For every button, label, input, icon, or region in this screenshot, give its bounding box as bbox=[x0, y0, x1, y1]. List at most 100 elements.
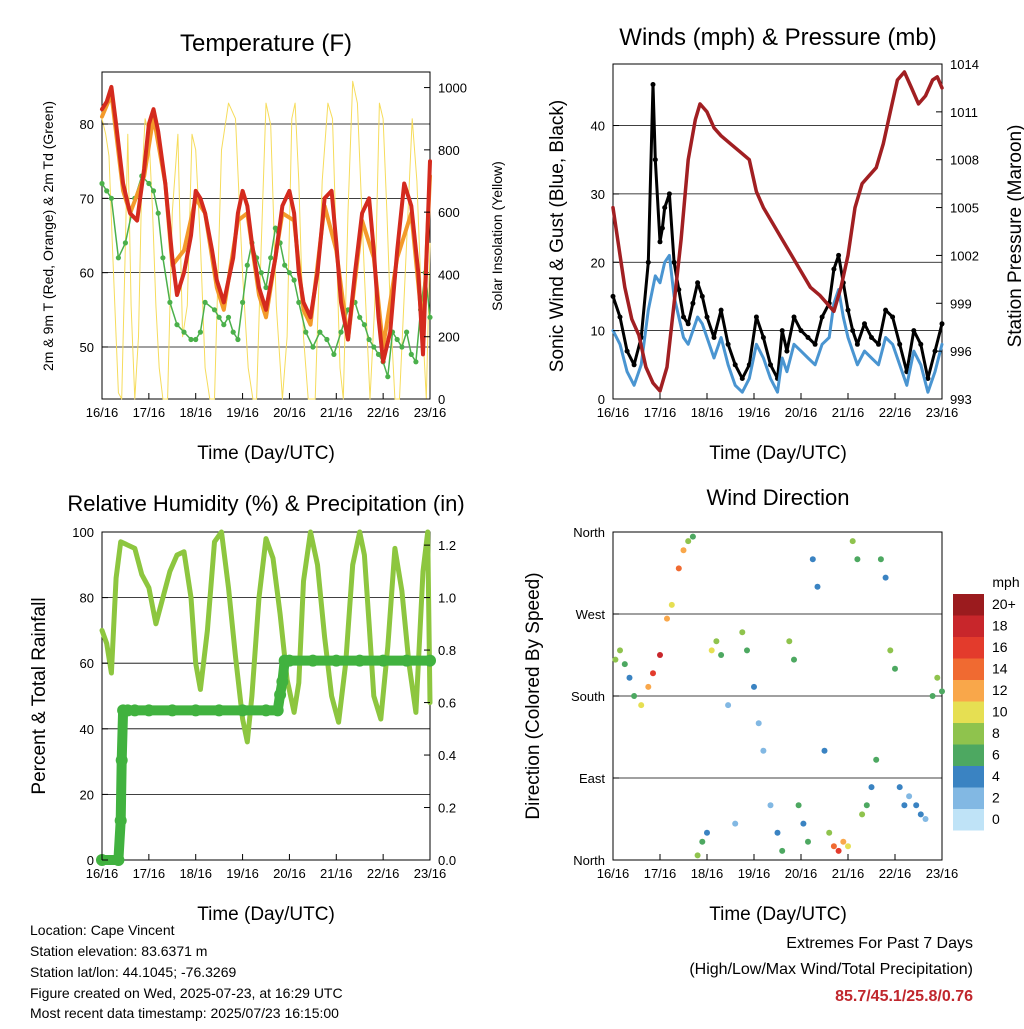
temperature-title: Temperature (F) bbox=[180, 30, 352, 57]
precip-point bbox=[236, 704, 249, 717]
colorbar-swatch bbox=[953, 723, 984, 745]
precip-point bbox=[276, 675, 289, 688]
x-tick-label: 23/16 bbox=[414, 866, 447, 881]
x-tick-label: 21/16 bbox=[320, 405, 353, 420]
wdir-point bbox=[699, 838, 706, 845]
y-tick-label: 60 bbox=[80, 656, 94, 671]
x-tick-label: 23/16 bbox=[926, 866, 959, 881]
wdir-point bbox=[612, 656, 619, 663]
x-tick-label: 18/16 bbox=[179, 866, 212, 881]
rh-axes: 0 20 40 60 80 100 0.0 0.2 0.4 0.6 0.8 1.0 1.2 16/16 17… bbox=[72, 525, 456, 881]
temperature-2m-series bbox=[100, 84, 432, 364]
wdir-point bbox=[882, 574, 889, 581]
x-tick-label: 22/16 bbox=[879, 866, 912, 881]
temperature-plot-frame bbox=[101, 71, 431, 400]
x-tick-label: 16/16 bbox=[86, 405, 119, 420]
y-tick-label: 40 bbox=[591, 119, 605, 134]
precip-line bbox=[97, 655, 435, 865]
wdir-grid bbox=[613, 531, 942, 779]
x-tick-label: 23/16 bbox=[414, 405, 447, 420]
wdir-point bbox=[877, 556, 884, 563]
y-tick-label: 70 bbox=[80, 191, 94, 206]
wdir-point bbox=[713, 638, 720, 645]
x-tick-label: 17/16 bbox=[133, 866, 166, 881]
precip-point bbox=[189, 704, 202, 717]
wdir-point bbox=[835, 847, 842, 854]
x-tick-label: 19/16 bbox=[738, 866, 771, 881]
extremes-subtitle: (High/Low/Max Wind/Total Precipitation) bbox=[689, 961, 973, 978]
precip-point bbox=[271, 704, 284, 717]
winds-axes: 0 10 20 30 40 993 996 999 1002 1005 1008 1011 1014 16… bbox=[591, 57, 979, 420]
x-tick-label: 21/16 bbox=[320, 866, 353, 881]
precip-point bbox=[330, 654, 343, 667]
y-tick-label: 50 bbox=[80, 340, 94, 355]
colorbar-label: 6 bbox=[992, 747, 1000, 763]
x-tick-label: 18/16 bbox=[691, 866, 724, 881]
wdir-title: Wind Direction bbox=[706, 485, 849, 510]
y-right-tick-label: 200 bbox=[438, 330, 460, 345]
wdir-point bbox=[767, 802, 774, 809]
x-tick-label: 20/16 bbox=[785, 866, 818, 881]
y-tick-label: North bbox=[573, 525, 605, 540]
wdir-point bbox=[913, 802, 920, 809]
x-tick-label: 20/16 bbox=[785, 405, 818, 420]
y-tick-label: East bbox=[579, 771, 605, 786]
precip-point bbox=[112, 854, 125, 866]
rh-series bbox=[99, 529, 433, 745]
wdir-point bbox=[751, 683, 757, 690]
wdir-point bbox=[826, 829, 833, 836]
wdir-point bbox=[786, 638, 793, 645]
winds-panel: Winds (mph) & Pressure (mb) 0 10 20 30 40 993… bbox=[547, 24, 1024, 464]
wdir-point bbox=[774, 829, 781, 836]
precip-point bbox=[274, 688, 287, 701]
colorbar-swatch bbox=[953, 594, 984, 616]
wdir-point bbox=[845, 843, 851, 850]
extremes-values: 85.7/45.1/25.8/0.76 bbox=[835, 988, 973, 1005]
wdir-point bbox=[934, 674, 941, 681]
wdir-point bbox=[685, 538, 692, 545]
wdir-point bbox=[645, 683, 652, 690]
precip-series bbox=[96, 654, 436, 866]
colorbar-label: 12 bbox=[992, 682, 1008, 698]
winds-xlabel: Time (Day/UTC) bbox=[709, 443, 847, 464]
wdir-point bbox=[901, 802, 908, 809]
temperature-ylabel-left: 2m & 9m T (Red, Orange) & 2m Td (Green) bbox=[40, 101, 56, 371]
y-right-tick-label: 1002 bbox=[950, 248, 979, 263]
precip-point bbox=[114, 814, 127, 827]
y-tick-label: 20 bbox=[80, 787, 94, 802]
x-tick-label: 19/16 bbox=[226, 866, 259, 881]
colorbar-label: 2 bbox=[992, 790, 1000, 806]
winds-ylabel-left: Sonic Wind & Gust (Blue, Black) bbox=[547, 100, 568, 372]
wdir-point bbox=[795, 802, 802, 809]
rh-panel: Relative Humidity (%) & Precipitation (i… bbox=[29, 491, 465, 925]
y-right-tick-label: 996 bbox=[950, 344, 972, 359]
colorbar-label: 16 bbox=[992, 639, 1008, 655]
colorbar-swatch bbox=[953, 701, 984, 723]
wdir-point bbox=[917, 811, 924, 818]
y-tick-label: 20 bbox=[591, 255, 605, 270]
x-tick-label: 23/16 bbox=[926, 405, 959, 420]
wdir-point bbox=[939, 688, 945, 695]
wdir-point bbox=[755, 720, 762, 727]
colorbar: 20+ 18 16 14 12 10 8 6 4 2 0 bbox=[953, 594, 1016, 831]
wdir-point bbox=[704, 829, 710, 836]
colorbar-label: 18 bbox=[992, 618, 1008, 634]
y-right-tick-label: 999 bbox=[950, 296, 972, 311]
wdir-point bbox=[638, 702, 645, 709]
precip-point bbox=[115, 754, 128, 767]
wdir-point bbox=[809, 556, 816, 563]
temperature-panel: Temperature (F) 506070800200400600800100… bbox=[40, 30, 505, 464]
pressure-line bbox=[611, 70, 944, 393]
y-right-tick-label: 1014 bbox=[950, 57, 979, 72]
y-right-tick-label: 800 bbox=[438, 143, 460, 158]
x-tick-label: 17/16 bbox=[133, 405, 166, 420]
info-elevation: Station elevation: 83.6371 m bbox=[30, 943, 208, 959]
y-tick-label: North bbox=[573, 853, 605, 868]
winds-title: Winds (mph) & Pressure (mb) bbox=[619, 24, 936, 51]
info-location: Location: Cape Vincent bbox=[30, 922, 175, 938]
temperature-xlabel: Time (Day/UTC) bbox=[197, 443, 335, 464]
y-right-tick-label: 993 bbox=[950, 392, 972, 407]
x-tick-label: 21/16 bbox=[832, 405, 865, 420]
